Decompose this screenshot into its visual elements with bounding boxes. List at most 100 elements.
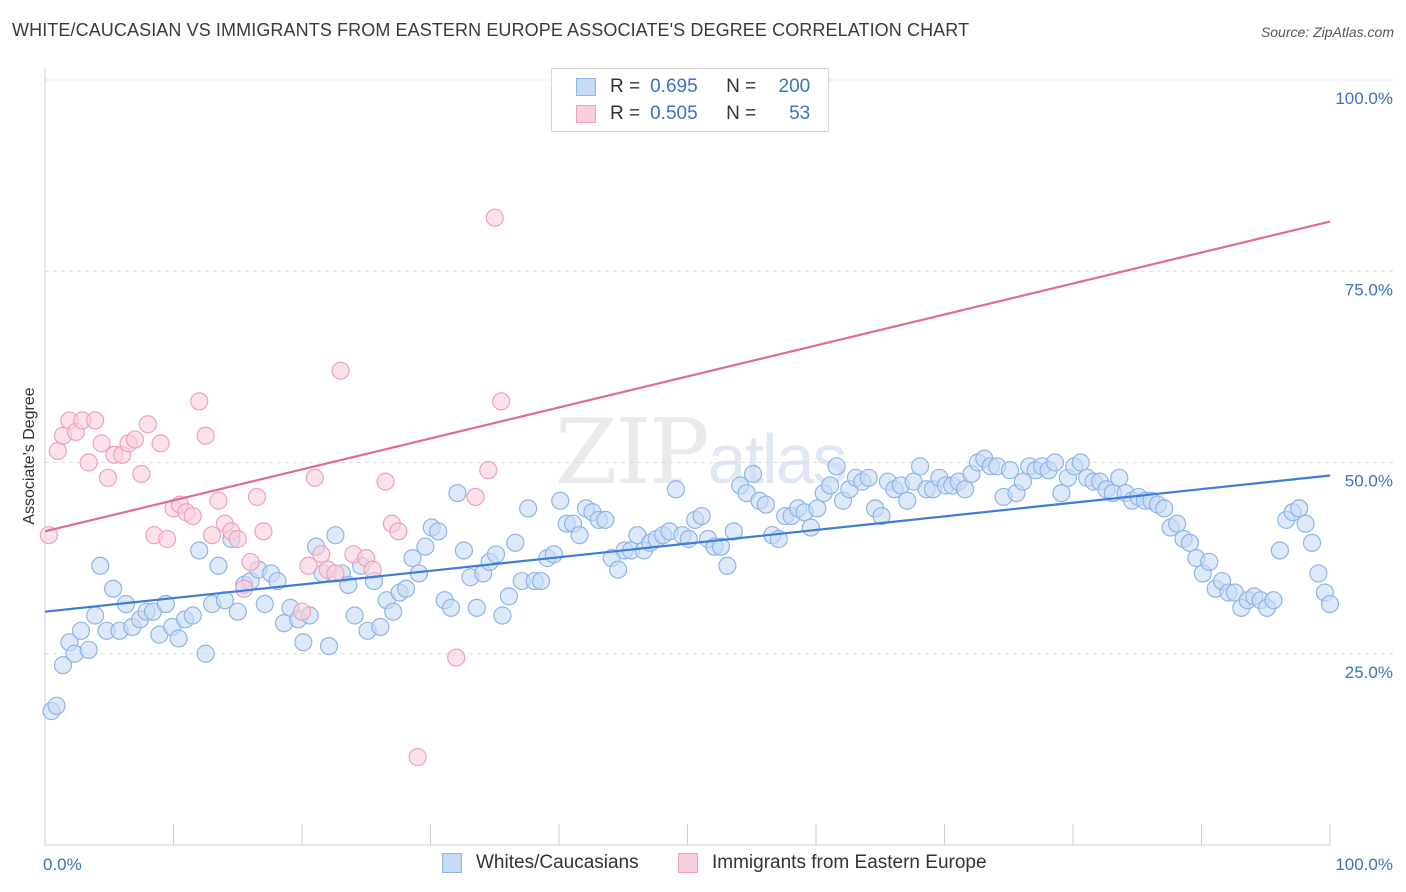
point-whites	[319, 636, 339, 656]
point-immigrants	[98, 468, 118, 487]
point-immigrants	[209, 491, 228, 510]
point-whites	[441, 598, 461, 617]
axis-labels: 25.0% 50.0% 75.0% 100.0% 0.0% 100.0% Associate…	[21, 89, 1393, 874]
point-whites	[827, 457, 846, 476]
point-whites	[345, 606, 364, 625]
trend-lines	[44, 220, 1331, 613]
point-whites	[71, 621, 91, 640]
point-whites	[1180, 533, 1200, 552]
point-immigrants	[48, 441, 67, 461]
legend-n-value: 53	[789, 103, 811, 124]
y-axis-title: Associate's Degree	[21, 387, 38, 524]
point-immigrants	[202, 526, 222, 545]
point-immigrants	[228, 529, 247, 549]
y-tick-label: 75.0%	[1345, 280, 1393, 299]
point-whites	[711, 537, 731, 556]
point-whites	[1290, 499, 1309, 518]
point-whites	[692, 506, 711, 526]
point-whites	[1296, 514, 1315, 533]
point-immigrants	[376, 472, 395, 491]
point-whites	[724, 522, 743, 541]
trend-line-immigrants	[44, 220, 1331, 533]
point-immigrants	[447, 648, 466, 667]
point-immigrants	[254, 522, 273, 541]
point-whites	[544, 545, 563, 564]
point-immigrants	[247, 487, 267, 507]
point-whites	[429, 522, 448, 541]
point-whites	[1045, 453, 1065, 472]
point-whites	[86, 606, 105, 625]
point-whites	[1270, 541, 1289, 560]
legend-label-immigrants: Immigrants from Eastern Europe	[712, 852, 987, 873]
point-whites	[551, 491, 570, 510]
point-immigrants	[190, 392, 209, 411]
legend-r-label: R =	[610, 76, 641, 97]
point-immigrants	[196, 426, 215, 445]
point-whites	[1052, 484, 1071, 503]
point-whites	[1013, 472, 1032, 491]
point-whites	[859, 468, 878, 487]
point-whites	[467, 598, 486, 617]
y-tick-label: 25.0%	[1345, 663, 1393, 682]
legend-swatch-whites	[442, 853, 462, 873]
point-immigrants	[92, 434, 111, 453]
point-immigrants	[235, 579, 254, 598]
point-whites	[91, 556, 110, 575]
point-whites	[104, 579, 123, 598]
legend-swatch-immigrants	[678, 853, 698, 873]
point-immigrants	[363, 560, 382, 579]
point-whites	[801, 518, 820, 537]
legend-r-label: R =	[610, 103, 641, 124]
point-whites	[499, 587, 518, 606]
point-immigrants	[312, 545, 331, 564]
point-whites	[228, 602, 247, 621]
legend-item-whites: Whites/Caucasians	[442, 852, 639, 874]
point-immigrants	[479, 461, 498, 480]
point-whites	[294, 633, 313, 652]
point-whites	[493, 606, 512, 625]
x-tick-label: 0.0%	[43, 855, 82, 874]
point-whites	[169, 629, 188, 648]
point-whites	[756, 495, 775, 514]
point-whites	[1167, 514, 1187, 533]
point-whites	[1309, 564, 1328, 583]
point-immigrants	[485, 208, 504, 227]
legend-n-value: 200	[778, 76, 811, 97]
point-immigrants	[408, 747, 427, 767]
point-immigrants	[125, 430, 145, 449]
point-whites	[1200, 552, 1219, 572]
point-whites	[519, 499, 538, 518]
series-immigrants-points	[39, 208, 511, 767]
legend-r-value: 0.505	[650, 103, 698, 124]
point-whites	[1155, 499, 1174, 518]
point-whites	[454, 541, 474, 560]
x-tick-label: 100.0%	[1335, 855, 1393, 874]
legend-n-label: N =	[726, 76, 757, 97]
point-whites	[609, 560, 628, 579]
legend-row-immigrants: R = 0.505 N = 53	[576, 102, 810, 126]
point-whites	[898, 491, 917, 510]
legend-swatch-immigrants	[576, 105, 596, 123]
legend-swatch-whites	[576, 78, 596, 96]
series-legend: Whites/Caucasians Immigrants from Easter…	[0, 852, 1406, 878]
point-whites	[1302, 533, 1322, 552]
point-whites	[1071, 453, 1090, 472]
point-whites	[910, 457, 930, 476]
point-immigrants	[157, 529, 177, 549]
point-whites	[448, 484, 467, 503]
point-immigrants	[39, 526, 58, 545]
source-label: Source: ZipAtlas.com	[1260, 24, 1394, 40]
point-whites	[416, 537, 435, 556]
point-immigrants	[183, 506, 202, 526]
point-immigrants	[331, 361, 350, 380]
legend-r-value: 0.695	[650, 76, 698, 97]
point-whites	[596, 510, 615, 529]
point-whites	[209, 556, 228, 575]
point-whites	[955, 480, 975, 499]
point-whites	[268, 571, 287, 591]
point-whites	[821, 476, 840, 495]
chart-title: WHITE/CAUCASIAN VS IMMIGRANTS FROM EASTE…	[12, 20, 970, 40]
point-whites	[403, 549, 422, 568]
y-tick-label: 50.0%	[1345, 472, 1393, 491]
